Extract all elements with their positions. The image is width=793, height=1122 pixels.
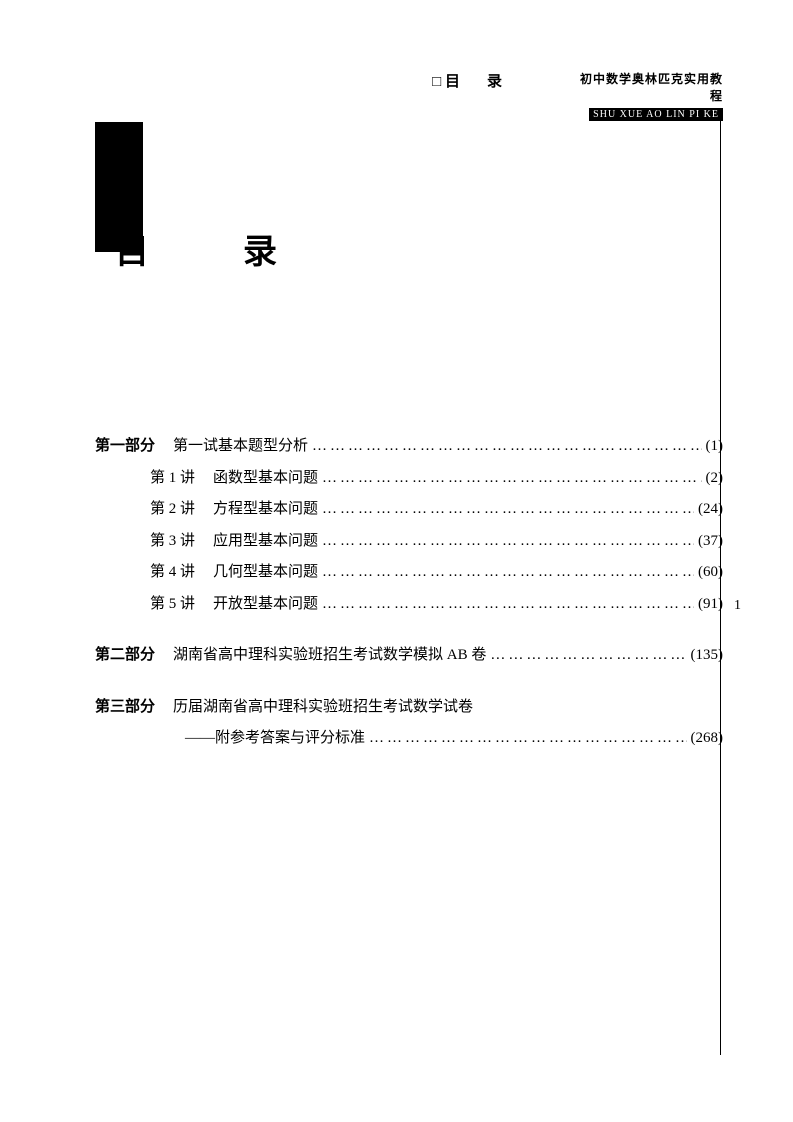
toc-lecture-entry: 第 3 讲 应用型基本问题 (37) [95, 526, 723, 558]
banner-title-cn: 初中数学奥林匹克实用教程 [568, 70, 723, 104]
toc-lecture-entry: 第 1 讲 函数型基本问题 (2) [95, 463, 723, 495]
section-gap [95, 620, 723, 640]
toc-part-title: 湖南省高中理科实验班招生考试数学模拟 AB 卷 [155, 640, 486, 672]
toc-leader-dots [322, 526, 694, 558]
toc-lecture-entry: 第 5 讲 开放型基本问题 (91) [95, 589, 723, 621]
toc-part-entry: 第一部分 第一试基本题型分析 (1) [95, 431, 723, 463]
toc-leader-dots [369, 723, 686, 755]
page-container: 目 录 初中数学奥林匹克实用教程 SHU XUE AO LIN PI KE 1 … [0, 0, 793, 1122]
toc-lecture-title: 方程型基本问题 [195, 494, 318, 526]
toc-leader-dots [312, 431, 701, 463]
toc-leader-dots [490, 640, 686, 672]
toc-lecture-label: 第 1 讲 [150, 463, 195, 495]
toc-lecture-title: 函数型基本问题 [195, 463, 318, 495]
toc-lecture-title: 开放型基本问题 [195, 589, 318, 621]
toc-lecture-title: 几何型基本问题 [195, 557, 318, 589]
toc-part-label: 第二部分 [95, 640, 155, 672]
toc-leader-dots [322, 589, 694, 621]
header-banner: 初中数学奥林匹克实用教程 SHU XUE AO LIN PI KE [568, 70, 723, 122]
toc-lecture-entry: 第 4 讲 几何型基本问题 (60) [95, 557, 723, 589]
header-label: 目 录 [432, 70, 508, 91]
toc-leader-dots [322, 494, 694, 526]
toc-lecture-label: 第 3 讲 [150, 526, 195, 558]
header-row: 目 录 初中数学奥林匹克实用教程 SHU XUE AO LIN PI KE [95, 70, 723, 122]
toc-lecture-title: 应用型基本问题 [195, 526, 318, 558]
toc-part-title: 第一试基本题型分析 [155, 431, 308, 463]
toc-lecture-label: 第 5 讲 [150, 589, 195, 621]
page-title: 目 录 [115, 224, 723, 273]
section-gap [95, 672, 723, 692]
title-block: 目 录 [95, 202, 723, 251]
toc-part-subtitle: ——附参考答案与评分标准 [185, 723, 365, 755]
toc-part-entry: 第三部分 历届湖南省高中理科实验班招生考试数学试卷 [95, 692, 723, 724]
toc-part-label: 第一部分 [95, 431, 155, 463]
toc-leader-dots [322, 463, 701, 495]
side-page-number: 1 [734, 598, 741, 614]
toc-part-label: 第三部分 [95, 692, 155, 724]
toc-part-title: 历届湖南省高中理科实验班招生考试数学试卷 [155, 692, 473, 724]
toc-part-entry: 第二部分 湖南省高中理科实验班招生考试数学模拟 AB 卷 (135) [95, 640, 723, 672]
banner-title-pinyin: SHU XUE AO LIN PI KE [589, 108, 723, 121]
toc-part-subtitle-row: ——附参考答案与评分标准 (268) [95, 723, 723, 755]
toc-lecture-label: 第 2 讲 [150, 494, 195, 526]
toc-page-number: (268) [691, 723, 724, 755]
toc-lecture-entry: 第 2 讲 方程型基本问题 (24) [95, 494, 723, 526]
toc-lecture-label: 第 4 讲 [150, 557, 195, 589]
toc-leader-dots [322, 557, 694, 589]
toc-page-number: (135) [691, 640, 724, 672]
table-of-contents: 第一部分 第一试基本题型分析 (1) 第 1 讲 函数型基本问题 (2) 第 2… [95, 431, 723, 755]
